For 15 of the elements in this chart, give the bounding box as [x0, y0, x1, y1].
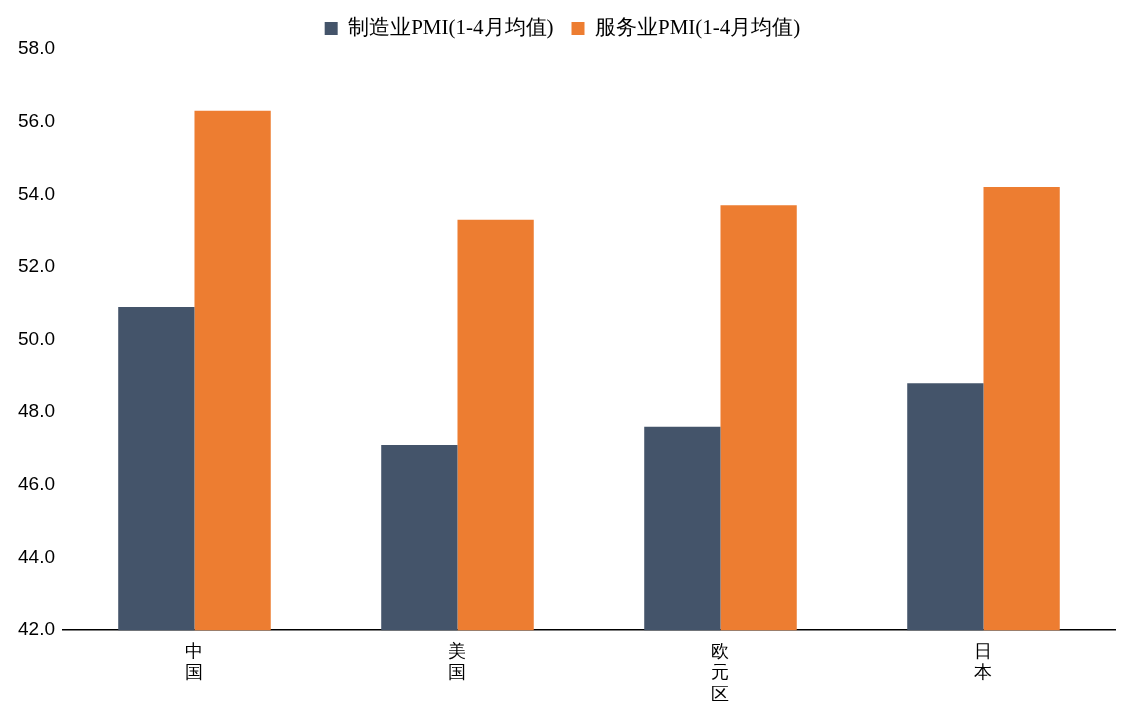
- x-tick-label: 日本: [974, 639, 993, 683]
- y-tick-label: 46.0: [18, 473, 55, 495]
- x-tick-label: 中国: [185, 639, 204, 683]
- x-tick-label: 欧元区: [711, 639, 730, 704]
- y-tick-label: 52.0: [18, 255, 55, 277]
- y-tick-label: 42.0: [18, 618, 55, 640]
- y-tick-label: 44.0: [18, 545, 55, 567]
- y-tick-label: 58.0: [18, 37, 55, 59]
- y-tick-label: 56.0: [18, 109, 55, 131]
- legend-label: 制造业PMI(1-4月均值): [348, 15, 554, 40]
- legend-label: 服务业PMI(1-4月均值): [595, 15, 801, 40]
- y-tick-label: 50.0: [18, 327, 55, 349]
- y-tick-label: 48.0: [18, 400, 55, 422]
- y-tick-label: 54.0: [18, 182, 55, 204]
- x-tick-label: 美国: [448, 639, 467, 683]
